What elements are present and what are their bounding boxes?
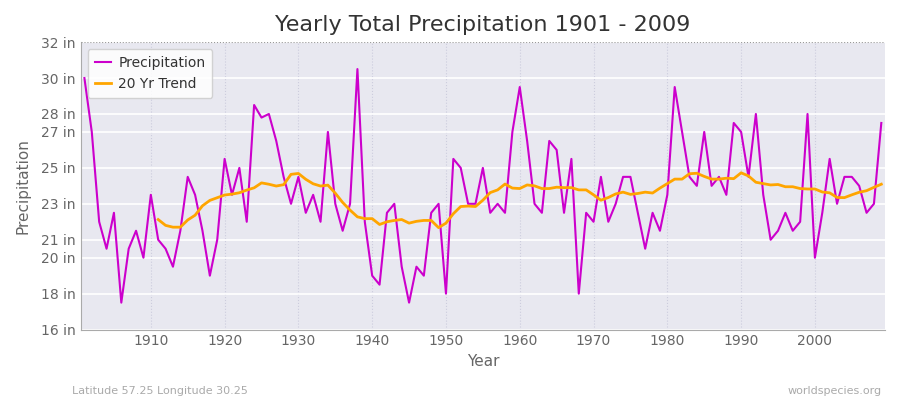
Y-axis label: Precipitation: Precipitation (15, 138, 30, 234)
20 Yr Trend (735, 170, 746, 175)
Legend: Precipitation, 20 Yr Trend: Precipitation, 20 Yr Trend (87, 49, 212, 98)
20 Yr Trend (345, 208, 356, 212)
20 Yr Trend (544, 186, 554, 191)
Precipitation (308, 192, 319, 197)
20 Yr Trend (728, 176, 739, 181)
Title: Yearly Total Precipitation 1901 - 2009: Yearly Total Precipitation 1901 - 2009 (275, 15, 690, 35)
Text: worldspecies.org: worldspecies.org (788, 386, 882, 396)
X-axis label: Year: Year (466, 354, 500, 369)
Precipitation (617, 174, 628, 179)
20 Yr Trend (374, 222, 385, 227)
Precipitation (146, 192, 157, 197)
Precipitation (116, 300, 127, 305)
20 Yr Trend (433, 225, 444, 230)
Precipitation (529, 202, 540, 206)
Precipitation (522, 138, 533, 143)
Text: Latitude 57.25 Longitude 30.25: Latitude 57.25 Longitude 30.25 (72, 386, 248, 396)
Line: Precipitation: Precipitation (85, 69, 881, 303)
20 Yr Trend (322, 183, 333, 188)
Precipitation (359, 219, 370, 224)
Precipitation (79, 76, 90, 80)
20 Yr Trend (153, 217, 164, 222)
20 Yr Trend (876, 182, 886, 187)
Line: 20 Yr Trend: 20 Yr Trend (158, 173, 881, 228)
20 Yr Trend (522, 182, 533, 187)
Precipitation (352, 67, 363, 72)
Precipitation (876, 120, 886, 125)
